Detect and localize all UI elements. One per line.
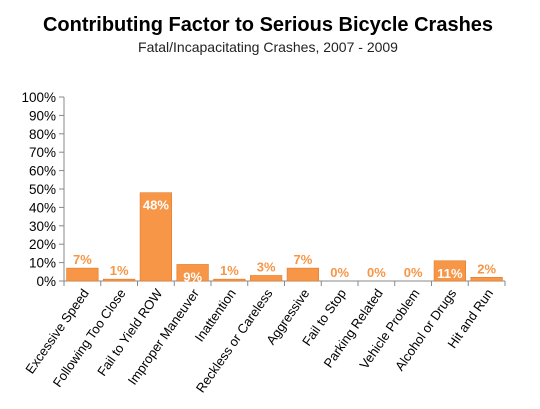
chart-title: Contributing Factor to Serious Bicycle C… [43,14,493,36]
y-tick-label: 70% [29,145,56,160]
data-label: 0% [404,265,423,280]
y-tick-label: 0% [36,274,56,289]
y-tick-labels: 0% 10% 20% 30% 40% 50% 60% 70% 80% 90% 100% [21,90,56,289]
data-label: 7% [73,252,92,267]
data-label: 0% [367,265,386,280]
data-label: 3% [257,259,276,274]
y-tick-label: 80% [29,127,56,142]
y-tick-label: 50% [29,182,56,197]
y-tick-label: 60% [29,164,56,179]
chart-subtitle: Fatal/Incapacitating Crashes, 2007 - 200… [138,39,398,55]
category-label: Fail to Yield ROW [94,286,166,379]
bar [433,260,466,282]
bar [286,267,319,282]
category-label: Excessive Speed [22,286,91,376]
y-tick-label: 40% [29,200,56,215]
bar [470,277,503,282]
category-label: Improper Maneuver [125,286,203,388]
bar [213,278,246,282]
y-tick-label: 100% [21,90,56,105]
data-label: 48% [143,198,169,213]
data-label: 1% [220,263,239,278]
y-tick-label: 20% [29,237,56,252]
data-label: 11% [437,266,463,281]
y-tick-label: 10% [29,256,56,271]
data-label: 1% [110,263,129,278]
data-label: 2% [477,261,496,276]
data-labels-group: 7% 1% 48% 9% 1% 3% 7% 0% 0% 0% 11% 2% [73,198,496,285]
bar [103,278,136,282]
bar [250,275,283,282]
bar [176,264,209,282]
bar [139,192,172,282]
data-label: 7% [293,252,312,267]
data-label: 9% [183,269,202,284]
y-tick-label: 30% [29,219,56,234]
data-label: 0% [330,265,349,280]
chart-axes [59,96,506,286]
y-tick-label: 90% [29,108,56,123]
bar [66,267,99,282]
bars-group [66,192,503,282]
